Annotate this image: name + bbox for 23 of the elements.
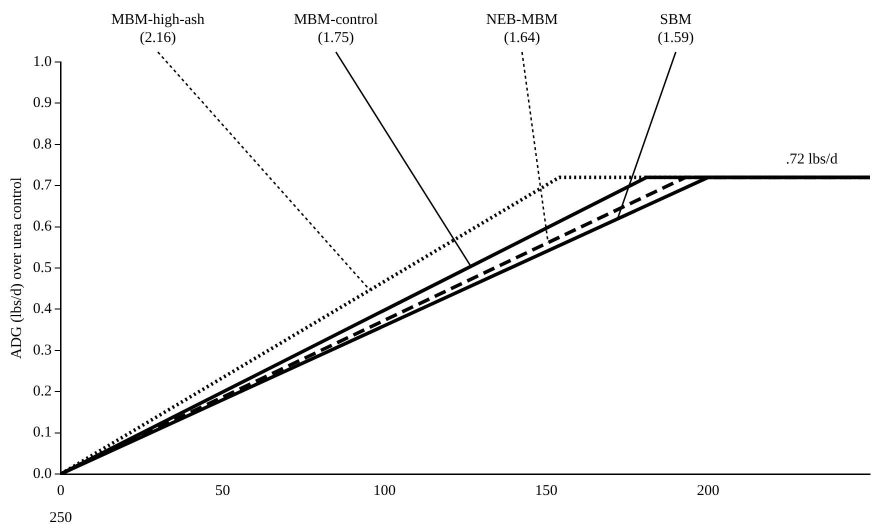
y-tick-label: 1.0 [33, 54, 52, 70]
y-tick-label: 0.1 [33, 424, 52, 441]
y-tick-label: 0.6 [33, 218, 52, 235]
x-tick-label: 0 [57, 482, 64, 499]
y-tick-label: 0.9 [33, 95, 52, 112]
x-tick-label: 100 [373, 482, 396, 499]
y-tick-label: 0.2 [33, 384, 52, 400]
x-tick-label: 150 [535, 482, 558, 499]
text: NEB-MBM (1.64) [486, 12, 558, 46]
y-tick-label: 0.3 [33, 342, 52, 358]
text: MBM-high-ash (2.16) [111, 12, 206, 46]
y-tick-label: 0.7 [33, 178, 52, 194]
x-tick-label: 200 [696, 482, 720, 499]
text: 250 [50, 510, 72, 525]
text: SBM (1.59) [658, 12, 694, 46]
annotation: .72 lbs/d [786, 151, 838, 168]
y-axis-title: ADG (lbs/d) over urea control [8, 177, 25, 359]
y-tick-label: 0.8 [33, 136, 52, 152]
y-tick-label: 0.4 [33, 301, 52, 318]
text: MBM-control (1.75) [294, 12, 378, 46]
y-tick-label: 0.5 [33, 260, 52, 276]
y-tick-label: 0.0 [33, 466, 52, 482]
x-tick-label: 50 [215, 482, 230, 499]
